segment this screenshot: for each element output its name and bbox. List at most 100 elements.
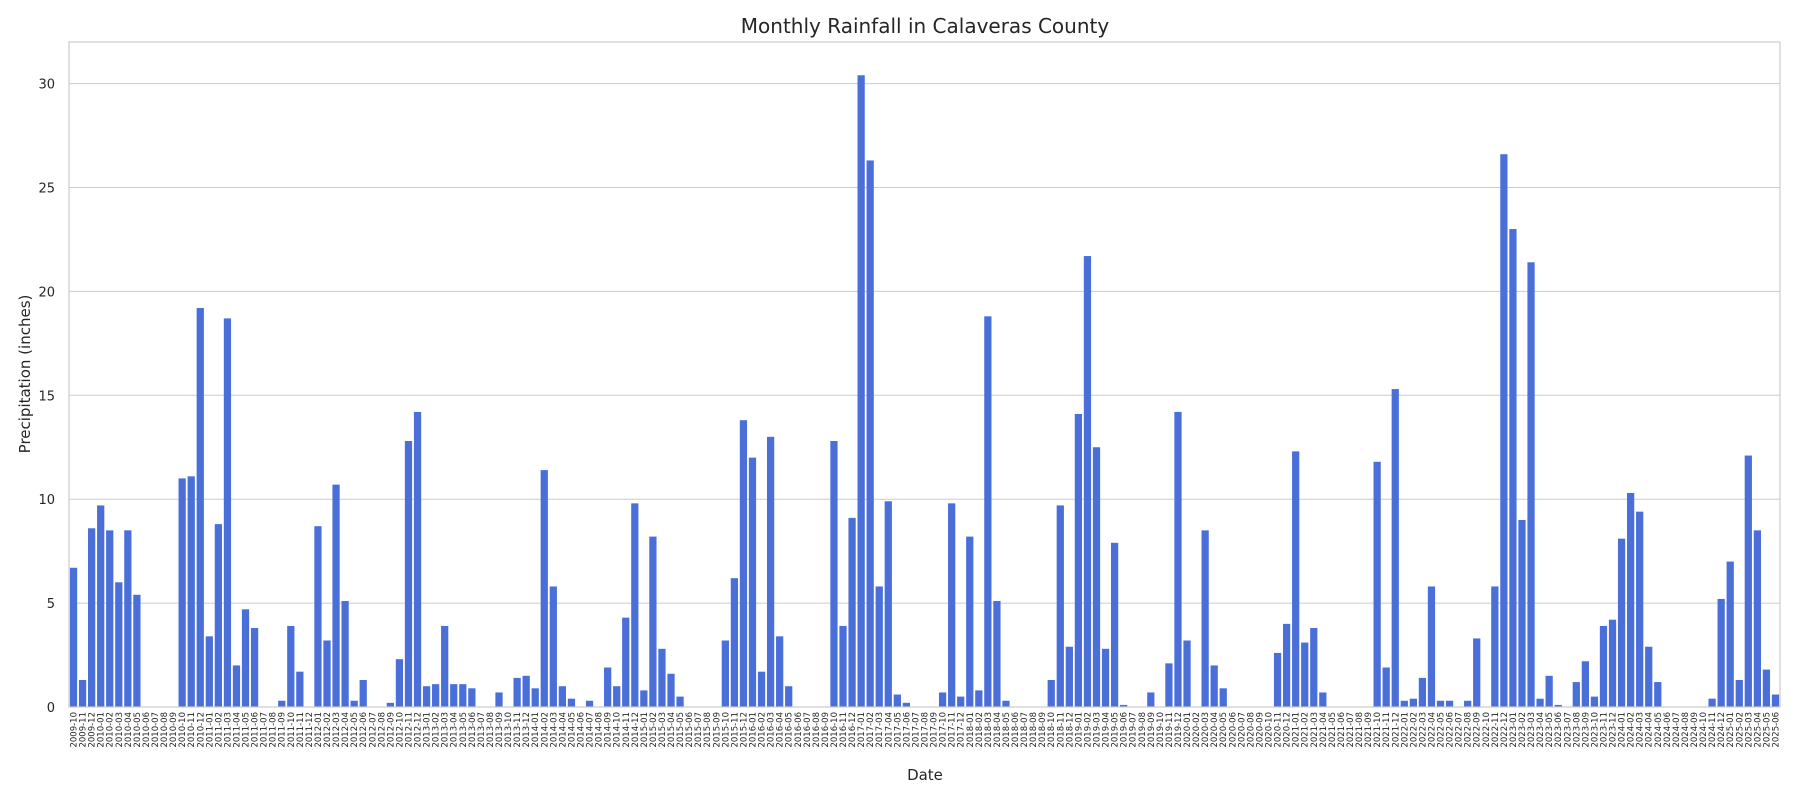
bar-2011-02 xyxy=(214,524,222,707)
bar-2015-11 xyxy=(730,578,739,707)
x-tick-label: 2017-03 xyxy=(875,712,885,748)
x-tick-label: 2013-07 xyxy=(477,712,487,748)
bar-2014-05 xyxy=(567,698,576,707)
bar-2012-10 xyxy=(395,659,404,707)
bar-2010-03 xyxy=(115,582,123,707)
x-tick-label: 2016-12 xyxy=(848,712,858,748)
bar-2017-03 xyxy=(875,586,883,707)
x-tick-label: 2011-10 xyxy=(287,712,297,748)
x-tick-label: 2023-02 xyxy=(1518,712,1528,748)
x-tick-label: 2022-07 xyxy=(1455,712,1465,748)
bar-2017-10 xyxy=(938,692,947,707)
y-tick-label: 20 xyxy=(38,285,55,300)
x-tick-label: 2017-11 xyxy=(948,712,958,748)
bar-2018-04 xyxy=(993,601,1001,707)
x-tick-label: 2017-12 xyxy=(957,712,967,748)
x-tick-label: 2018-04 xyxy=(993,712,1003,748)
bar-2025-02 xyxy=(1735,679,1743,707)
y-tick-label: 25 xyxy=(38,181,55,196)
x-tick-label: 2014-11 xyxy=(622,712,632,748)
x-tick-label: 2015-10 xyxy=(721,712,731,748)
x-tick-label: 2023-09 xyxy=(1581,712,1591,748)
x-tick-label: 2009-10 xyxy=(70,712,80,748)
x-tick-label: 2016-03 xyxy=(767,712,777,748)
x-tick-label: 2019-01 xyxy=(1074,712,1084,748)
x-tick-label: 2012-09 xyxy=(386,712,396,748)
bar-2015-03 xyxy=(658,648,666,707)
y-tick-label: 0 xyxy=(47,701,55,716)
x-tick-label: 2019-10 xyxy=(1156,712,1166,748)
x-tick-label: 2017-02 xyxy=(866,712,876,748)
bar-2016-03 xyxy=(766,436,775,707)
y-tick-label: 5 xyxy=(47,597,55,612)
bar-2012-05 xyxy=(350,700,358,707)
x-tick-label: 2013-04 xyxy=(450,712,460,748)
x-tick-label: 2015-02 xyxy=(649,712,659,748)
x-tick-label: 2024-06 xyxy=(1663,712,1673,748)
bar-2017-01 xyxy=(857,75,865,707)
x-tick-label: 2019-03 xyxy=(1093,712,1103,748)
x-tick-label: 2014-05 xyxy=(567,712,577,748)
x-tick-label: 2022-05 xyxy=(1437,712,1447,748)
x-tick-label: 2013-12 xyxy=(522,712,532,748)
x-tick-label: 2011-05 xyxy=(242,712,252,748)
bar-2025-01 xyxy=(1726,561,1734,707)
bar-2018-05 xyxy=(1002,700,1010,707)
x-tick-label: 2021-09 xyxy=(1364,712,1374,748)
x-tick-label: 2011-12 xyxy=(305,712,315,748)
x-tick-label: 2019-04 xyxy=(1102,712,1112,748)
x-tick-label: 2010-04 xyxy=(124,712,134,748)
x-tick-label: 2024-10 xyxy=(1699,712,1709,748)
bar-2025-05 xyxy=(1762,669,1771,707)
x-tick-label: 2020-02 xyxy=(1192,712,1202,748)
bar-2020-11 xyxy=(1273,652,1282,707)
bar-2023-02 xyxy=(1518,519,1526,707)
x-tick-label: 2012-07 xyxy=(368,712,378,748)
x-tick-label: 2017-09 xyxy=(930,712,940,748)
bar-2025-04 xyxy=(1753,530,1761,707)
x-tick-label: 2023-01 xyxy=(1509,712,1519,748)
bar-2015-02 xyxy=(649,536,657,707)
bar-2018-01 xyxy=(966,536,974,707)
y-axis-label: Precipitation (inches) xyxy=(16,295,34,454)
x-tick-label: 2021-10 xyxy=(1373,712,1383,748)
bar-2012-02 xyxy=(323,640,331,707)
bar-2016-11 xyxy=(839,625,847,707)
bar-2019-09 xyxy=(1147,692,1155,707)
x-tick-label: 2016-09 xyxy=(821,712,831,748)
bar-2013-03 xyxy=(441,625,449,707)
x-tick-label: 2025-06 xyxy=(1771,712,1781,748)
bar-2019-06 xyxy=(1120,704,1128,707)
x-tick-label: 2017-08 xyxy=(921,712,931,748)
x-tick-label: 2011-01 xyxy=(205,712,215,748)
bar-2011-05 xyxy=(241,609,250,707)
bar-2016-01 xyxy=(748,457,757,707)
x-tick-label: 2022-08 xyxy=(1464,712,1474,748)
y-tick-label: 15 xyxy=(38,389,55,404)
bar-2019-12 xyxy=(1174,411,1182,707)
bar-2011-09 xyxy=(278,700,286,707)
x-tick-label: 2013-01 xyxy=(423,712,433,748)
x-tick-label: 2010-12 xyxy=(196,712,206,748)
x-tick-label: 2013-06 xyxy=(468,712,478,748)
bar-2014-11 xyxy=(622,617,630,707)
bar-2013-02 xyxy=(432,684,440,707)
bar-2022-01 xyxy=(1400,700,1408,707)
bar-2010-05 xyxy=(133,594,141,707)
x-tick-label: 2010-05 xyxy=(133,712,143,748)
x-tick-label: 2023-03 xyxy=(1527,712,1537,748)
x-tick-label: 2020-05 xyxy=(1219,712,1229,748)
bar-2022-03 xyxy=(1418,677,1427,707)
x-tick-label: 2020-07 xyxy=(1237,712,1247,748)
bar-2022-11 xyxy=(1491,586,1499,707)
bar-2013-12 xyxy=(522,675,530,707)
x-tick-label: 2014-01 xyxy=(531,712,541,748)
x-tick-label: 2021-02 xyxy=(1301,712,1311,748)
bar-2019-11 xyxy=(1165,663,1173,707)
bar-2022-12 xyxy=(1500,154,1508,707)
x-tick-label: 2015-04 xyxy=(667,712,677,748)
x-tick-label: 2024-11 xyxy=(1708,712,1718,748)
bar-2025-06 xyxy=(1771,694,1780,707)
x-tick-label: 2012-11 xyxy=(404,712,414,748)
bar-2017-02 xyxy=(866,160,874,707)
